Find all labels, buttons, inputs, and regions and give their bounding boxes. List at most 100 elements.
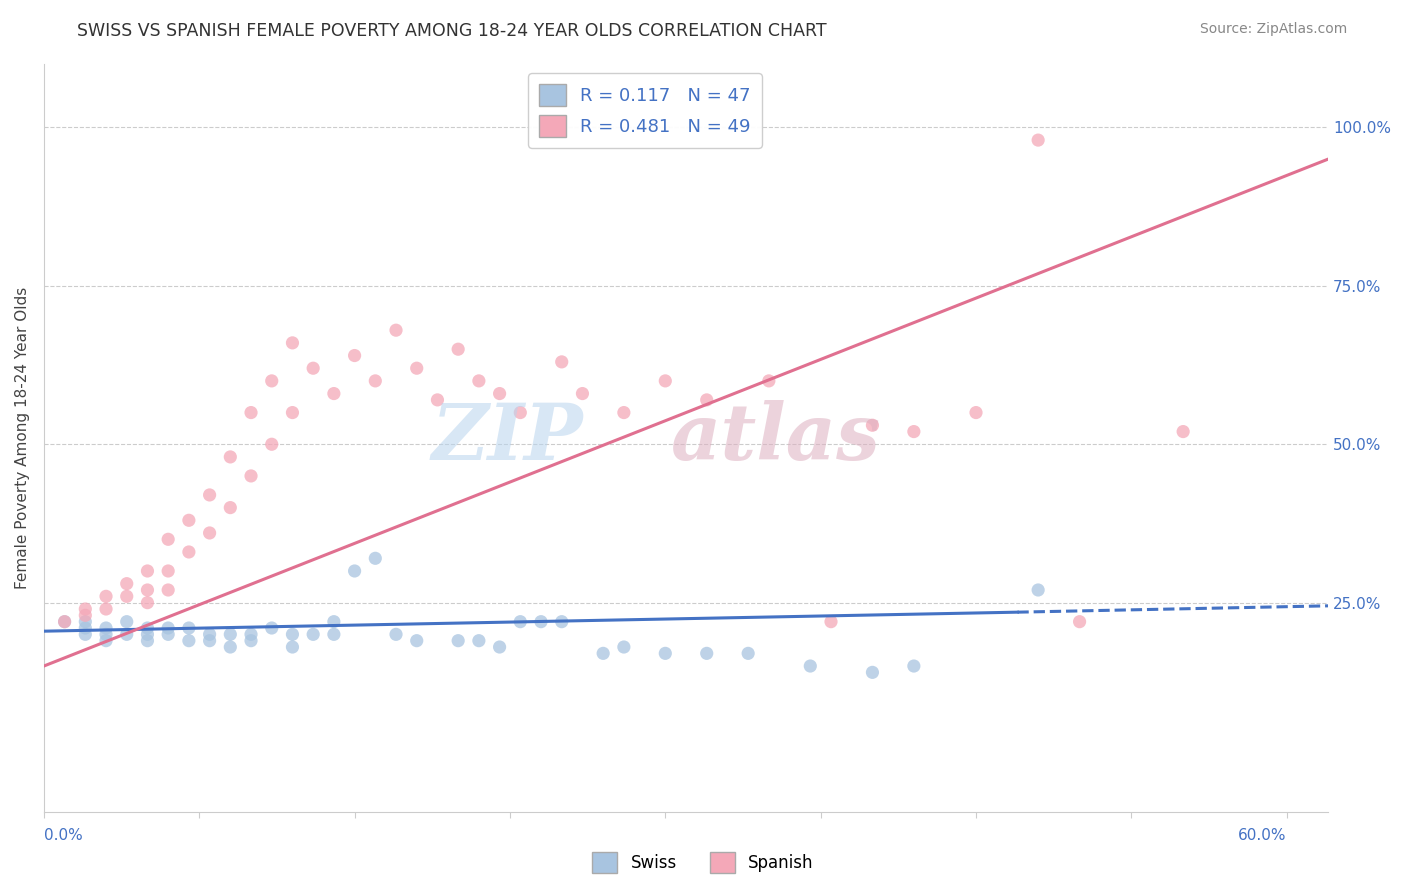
Point — [281, 640, 304, 654]
Point — [737, 646, 759, 660]
Point — [696, 646, 718, 660]
Point — [509, 615, 531, 629]
Point — [468, 374, 491, 388]
Point — [94, 590, 117, 604]
Point — [219, 500, 242, 515]
Point — [136, 621, 159, 635]
Point — [219, 627, 242, 641]
Point — [364, 374, 387, 388]
Point — [405, 633, 427, 648]
Point — [758, 374, 780, 388]
Point — [198, 525, 221, 540]
Point — [281, 406, 304, 420]
Point — [654, 374, 676, 388]
Point — [136, 564, 159, 578]
Point — [157, 582, 180, 597]
Text: SWISS VS SPANISH FEMALE POVERTY AMONG 18-24 YEAR OLDS CORRELATION CHART: SWISS VS SPANISH FEMALE POVERTY AMONG 18… — [77, 22, 827, 40]
Point — [157, 564, 180, 578]
Point — [198, 488, 221, 502]
Point — [75, 627, 97, 641]
Point — [157, 533, 180, 547]
Point — [219, 640, 242, 654]
Point — [75, 621, 97, 635]
Text: ZIP: ZIP — [432, 400, 583, 476]
Point — [364, 551, 387, 566]
Point — [302, 627, 325, 641]
Point — [965, 406, 987, 420]
Point — [94, 627, 117, 641]
Point — [136, 582, 159, 597]
Point — [613, 640, 636, 654]
Point — [219, 450, 242, 464]
Point — [447, 342, 470, 356]
Point — [592, 646, 614, 660]
Point — [820, 615, 842, 629]
Point — [53, 615, 76, 629]
Point — [94, 633, 117, 648]
Point — [177, 621, 200, 635]
Point — [447, 633, 470, 648]
Point — [1171, 425, 1194, 439]
Point — [136, 627, 159, 641]
Text: 60.0%: 60.0% — [1239, 828, 1286, 843]
Point — [115, 590, 138, 604]
Point — [322, 386, 344, 401]
Point — [136, 596, 159, 610]
Point — [405, 361, 427, 376]
Point — [75, 602, 97, 616]
Point — [1069, 615, 1091, 629]
Point — [281, 335, 304, 350]
Point — [551, 615, 574, 629]
Point — [75, 615, 97, 629]
Point — [613, 406, 636, 420]
Point — [551, 355, 574, 369]
Point — [509, 406, 531, 420]
Point — [530, 615, 553, 629]
Y-axis label: Female Poverty Among 18-24 Year Olds: Female Poverty Among 18-24 Year Olds — [15, 287, 30, 589]
Point — [903, 659, 925, 673]
Point — [322, 615, 344, 629]
Legend: Swiss, Spanish: Swiss, Spanish — [585, 846, 821, 880]
Point — [115, 615, 138, 629]
Point — [177, 513, 200, 527]
Point — [862, 665, 884, 680]
Legend: R = 0.117   N = 47, R = 0.481   N = 49: R = 0.117 N = 47, R = 0.481 N = 49 — [529, 73, 762, 148]
Point — [240, 633, 263, 648]
Point — [240, 627, 263, 641]
Point — [260, 374, 283, 388]
Point — [426, 392, 449, 407]
Point — [302, 361, 325, 376]
Point — [862, 418, 884, 433]
Point — [903, 425, 925, 439]
Point — [385, 323, 408, 337]
Point — [75, 608, 97, 623]
Point — [343, 349, 366, 363]
Point — [53, 615, 76, 629]
Point — [571, 386, 593, 401]
Point — [198, 633, 221, 648]
Point — [157, 621, 180, 635]
Point — [468, 633, 491, 648]
Point — [343, 564, 366, 578]
Point — [240, 469, 263, 483]
Point — [94, 621, 117, 635]
Point — [488, 640, 510, 654]
Point — [799, 659, 821, 673]
Point — [94, 602, 117, 616]
Point — [260, 437, 283, 451]
Point — [1026, 582, 1049, 597]
Point — [177, 545, 200, 559]
Point — [322, 627, 344, 641]
Point — [177, 633, 200, 648]
Point — [654, 646, 676, 660]
Text: Source: ZipAtlas.com: Source: ZipAtlas.com — [1199, 22, 1347, 37]
Point — [260, 621, 283, 635]
Point — [1026, 133, 1049, 147]
Point — [696, 392, 718, 407]
Point — [240, 406, 263, 420]
Point — [136, 633, 159, 648]
Point — [115, 627, 138, 641]
Point — [115, 576, 138, 591]
Point — [157, 627, 180, 641]
Point — [281, 627, 304, 641]
